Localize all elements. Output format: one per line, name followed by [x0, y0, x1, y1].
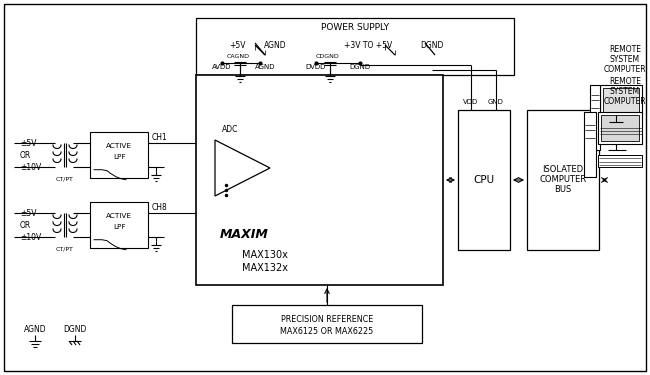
- Text: CPU: CPU: [473, 175, 495, 185]
- Text: MAXIM: MAXIM: [220, 228, 269, 242]
- Text: COMPUTER: COMPUTER: [540, 176, 586, 184]
- Text: AVDD: AVDD: [213, 64, 232, 70]
- Text: ADC: ADC: [222, 126, 238, 135]
- Text: OR: OR: [20, 220, 31, 230]
- Bar: [90, 132, 148, 178]
- Bar: [458, 110, 510, 250]
- Text: REMOTE: REMOTE: [609, 78, 641, 87]
- Text: POWER SUPPLY: POWER SUPPLY: [321, 24, 389, 33]
- Text: DVDD: DVDD: [306, 64, 326, 70]
- Text: ACTIVE: ACTIVE: [106, 143, 132, 149]
- Text: DGND: DGND: [350, 64, 370, 70]
- Text: SYSTEM: SYSTEM: [610, 87, 640, 96]
- Bar: [600, 125, 642, 135]
- Text: PRECISION REFERENCE: PRECISION REFERENCE: [281, 315, 373, 324]
- Bar: [196, 75, 443, 285]
- Bar: [598, 155, 642, 167]
- Bar: [196, 18, 514, 75]
- Text: ACTIVE: ACTIVE: [106, 213, 132, 219]
- Text: OR: OR: [20, 150, 31, 159]
- Text: CT/PT: CT/PT: [56, 177, 74, 182]
- Text: MAX6125 OR MAX6225: MAX6125 OR MAX6225: [280, 327, 374, 336]
- Text: BUS: BUS: [554, 186, 571, 195]
- Text: ±5V: ±5V: [20, 209, 36, 218]
- Bar: [603, 88, 639, 112]
- Text: LPF: LPF: [112, 224, 125, 230]
- Text: AGND: AGND: [255, 64, 275, 70]
- Text: CT/PT: CT/PT: [56, 246, 74, 252]
- Text: CAGND: CAGND: [226, 54, 250, 58]
- Text: DGND: DGND: [63, 324, 86, 333]
- Text: CH8: CH8: [152, 202, 168, 211]
- Text: MAX130x: MAX130x: [242, 250, 288, 260]
- Text: +3V TO +5V: +3V TO +5V: [344, 40, 392, 50]
- Text: CH1: CH1: [152, 132, 168, 141]
- Bar: [232, 305, 422, 343]
- Text: +5V: +5V: [229, 40, 245, 50]
- Text: VDD: VDD: [463, 99, 478, 105]
- Bar: [598, 112, 642, 144]
- Bar: [590, 85, 600, 150]
- Bar: [600, 85, 642, 115]
- Text: GND: GND: [488, 99, 504, 105]
- Text: SYSTEM: SYSTEM: [610, 56, 640, 64]
- Text: COMPUTER: COMPUTER: [604, 66, 646, 75]
- Text: ISOLATED: ISOLATED: [543, 165, 584, 174]
- Text: AGND: AGND: [23, 324, 46, 333]
- Text: MAX132x: MAX132x: [242, 263, 288, 273]
- Bar: [527, 110, 599, 250]
- Text: ±10V: ±10V: [20, 162, 41, 171]
- Text: REMOTE: REMOTE: [609, 45, 641, 54]
- Bar: [601, 115, 639, 141]
- Text: ±5V: ±5V: [20, 138, 36, 147]
- Bar: [584, 112, 596, 177]
- Text: CDGND: CDGND: [316, 54, 340, 58]
- Text: COMPUTER: COMPUTER: [604, 98, 646, 106]
- Text: DGND: DGND: [421, 40, 444, 50]
- Bar: [90, 202, 148, 248]
- Text: ±10V: ±10V: [20, 232, 41, 242]
- Text: AGND: AGND: [264, 40, 286, 50]
- Polygon shape: [215, 140, 270, 196]
- Text: LPF: LPF: [112, 154, 125, 160]
